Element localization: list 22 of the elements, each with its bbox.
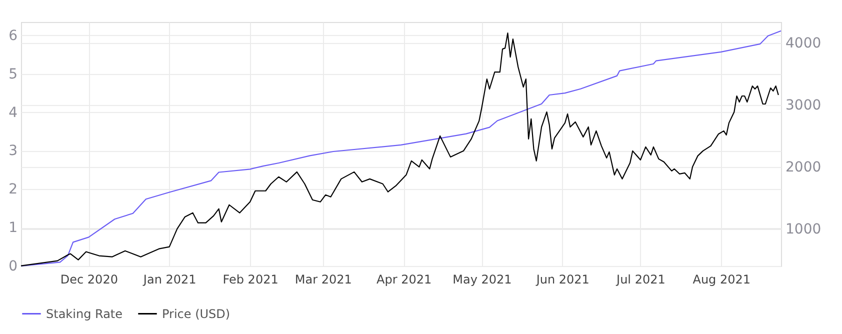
x-tick-label: Dec 2020	[60, 272, 118, 286]
x-tick-label: Mar 2021	[294, 272, 352, 286]
y-tick-label: 5	[8, 66, 18, 82]
y-tick-label: 0	[8, 258, 18, 274]
x-tick-label: May 2021	[452, 272, 512, 286]
y2-tick-label: 1000	[786, 221, 822, 238]
x-tick-label: Jul 2021	[616, 272, 666, 286]
x-tick-label: Feb 2021	[222, 272, 278, 286]
y2-tick-label: 2000	[786, 159, 822, 176]
legend-label: Price (USD)	[162, 306, 230, 321]
y-tick-label: 2	[8, 182, 18, 198]
x-tick-label: Jan 2021	[142, 272, 196, 286]
y2-tick-label: 4000	[786, 36, 822, 52]
legend-label: Staking Rate	[46, 306, 123, 321]
y-tick-label: 1	[8, 220, 18, 236]
x-tick-label: Apr 2021	[376, 272, 432, 286]
y-tick-label: 3	[8, 143, 18, 160]
y2-tick-label: 3000	[786, 97, 822, 114]
y-tick-label: 4	[8, 104, 18, 121]
y-tick-label: 6	[8, 28, 18, 44]
x-tick-label: Jun 2021	[535, 272, 590, 286]
x-tick-label: Aug 2021	[692, 272, 751, 286]
